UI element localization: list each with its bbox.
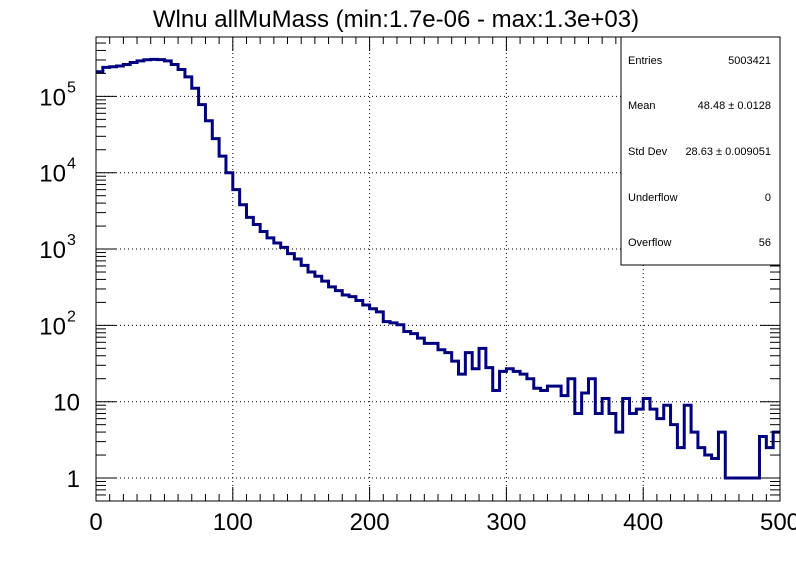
y-tick-exponent: 2 — [67, 308, 76, 325]
chart-title: Wlnu allMuMass (min:1.7e-06 - max:1.3e+0… — [153, 6, 639, 33]
stats-label: Overflow — [628, 237, 671, 249]
y-tick-label: 10 — [39, 313, 66, 340]
x-tick-label: 500 — [760, 509, 796, 536]
y-tick-exponent: 5 — [67, 79, 76, 96]
histogram-line-layer — [96, 57, 780, 480]
y-tick-label: 10 — [39, 84, 66, 111]
histogram-line — [96, 57, 780, 480]
stats-value: 48.48 ± 0.0128 — [698, 100, 771, 112]
x-tick-label: 100 — [213, 509, 253, 536]
y-tick-label: 10 — [53, 390, 80, 417]
stats-value: 0 — [765, 192, 771, 204]
grid — [96, 37, 780, 501]
stats-label: Entries — [628, 55, 663, 67]
stats-value: 28.63 ± 0.009051 — [685, 146, 771, 158]
y-tick-exponent: 3 — [67, 232, 76, 249]
x-tick-label: 200 — [350, 509, 390, 536]
x-tick-label: 0 — [89, 509, 102, 536]
y-tick-label: 10 — [39, 161, 66, 188]
stats-label: Mean — [628, 100, 656, 112]
x-tick-label: 400 — [623, 509, 663, 536]
stats-box: Entries 5003421 Mean 48.48 ± 0.0128 Std Dev 2… — [620, 36, 781, 266]
stats-label: Underflow — [628, 192, 678, 204]
y-tick-exponent: 4 — [67, 156, 76, 173]
stats-value: 56 — [759, 237, 771, 249]
y-tick-label: 10 — [39, 237, 66, 264]
stats-value: 5003421 — [728, 55, 771, 67]
stats-label: Std Dev — [628, 146, 668, 158]
x-tick-label: 300 — [486, 509, 526, 536]
stats-box-frame — [620, 36, 781, 266]
y-tick-label: 1 — [67, 466, 80, 493]
